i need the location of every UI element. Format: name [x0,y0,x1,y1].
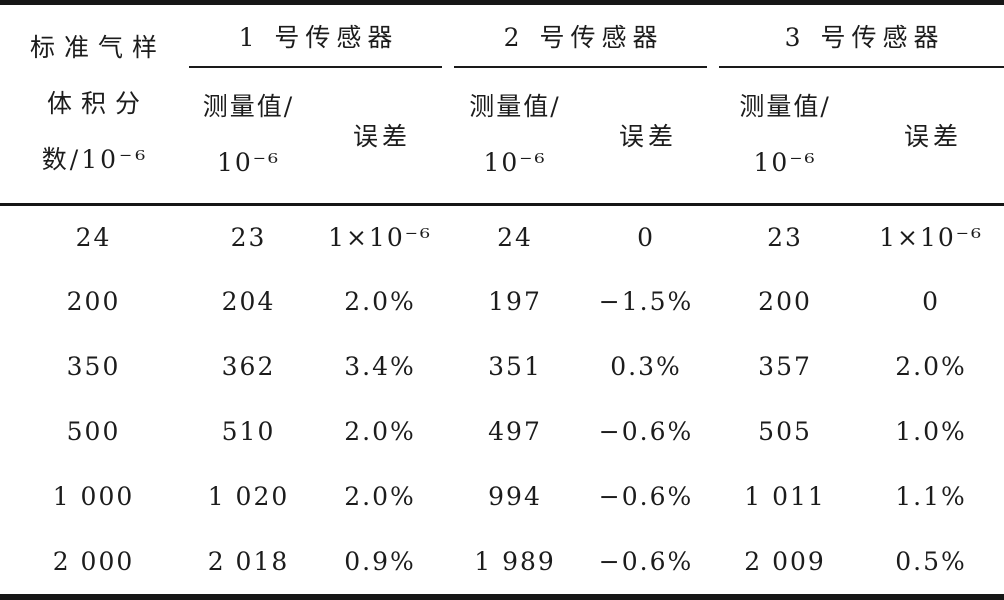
cell-sensor2-error: −0.6% [598,547,694,576]
sensor-3-group-label: 3 号传感器 [719,5,1004,68]
measured-label-line1: 测量值/ [739,92,831,122]
table-row: 350 362 3.4% 351 0.3% 357 2.0% [0,334,1004,399]
cell-standard: 500 [66,417,121,446]
cell-sensor3-error: 0.5% [895,547,967,576]
column-group-sensor-3: 3 号传感器 [712,5,1004,68]
column-header-standard-gas-volume-fraction: 标准气样 体积分 数/10⁻⁶ [0,5,187,206]
cell-sensor1-measured: 2 018 [207,547,290,576]
column-header-sensor2-error: 误差 [580,68,713,206]
cell-sensor1-error: 2.0% [344,287,416,316]
measured-label-line1: 测量值/ [469,92,561,122]
column-group-sensor-2: 2 号传感器 [450,5,712,68]
cell-sensor1-measured: 204 [221,287,276,316]
cell-sensor1-measured: 362 [221,352,276,381]
cell-sensor2-measured: 497 [488,417,542,446]
cell-sensor2-error: −1.5% [598,287,694,316]
cell-standard: 2 000 [52,547,135,576]
cell-sensor3-measured: 505 [758,417,812,446]
table-row: 24 23 1×10⁻⁶ 24 0 23 1×10⁻⁶ [0,204,1004,269]
cell-sensor3-measured: 2 009 [744,547,826,576]
cell-sensor3-error: 1.1% [895,482,967,511]
column-header-sensor1-error: 误差 [310,68,451,206]
cell-sensor2-measured: 1 989 [474,547,556,576]
error-label: 误差 [353,122,412,152]
measured-label-line2: 10⁻⁶ [483,148,547,178]
cell-sensor1-error: 2.0% [344,482,416,511]
error-label: 误差 [619,122,678,152]
measured-label-line1: 测量值/ [202,92,295,122]
column-header-sensor1-measured: 测量值/ 10⁻⁶ [187,68,310,206]
table-row: 500 510 2.0% 497 −0.6% 505 1.0% [0,399,1004,464]
cell-sensor3-error: 0 [922,287,940,316]
cell-sensor3-error: 1×10⁻⁶ [879,222,983,252]
sensor-1-group-label: 1 号传感器 [189,5,443,68]
cell-sensor3-measured: 23 [767,222,803,252]
row-header-line-3: 数/10⁻⁶ [41,144,149,174]
cell-standard: 24 [75,222,112,252]
cell-standard: 350 [66,352,121,381]
cell-sensor2-error: −0.6% [598,482,694,511]
cell-sensor3-measured: 1 011 [744,482,826,511]
cell-sensor1-error: 3.4% [344,352,416,381]
table-row: 200 204 2.0% 197 −1.5% 200 0 [0,269,1004,334]
row-header-line-1: 标准气样 [29,32,166,62]
measured-label-line2: 10⁻⁶ [216,148,281,178]
cell-sensor2-error: 0 [637,222,655,252]
cell-sensor2-measured: 351 [488,352,542,381]
cell-standard: 1 000 [52,482,135,511]
row-header-line-2: 体积分 [46,88,149,118]
table-row: 1 000 1 020 2.0% 994 −0.6% 1 011 1.1% [0,464,1004,529]
cell-sensor2-measured: 994 [488,482,542,511]
measured-label-line2: 10⁻⁶ [753,148,817,178]
cell-sensor1-measured: 510 [221,417,276,446]
cell-sensor1-measured: 1 020 [207,482,290,511]
cell-sensor3-error: 2.0% [895,352,967,381]
sensor-2-group-label: 2 号传感器 [454,5,708,68]
cell-sensor2-error: 0.3% [610,352,682,381]
cell-sensor1-error: 1×10⁻⁶ [328,222,432,252]
cell-sensor1-error: 0.9% [344,547,416,576]
table-row: 2 000 2 018 0.9% 1 989 −0.6% 2 009 0.5% [0,529,1004,594]
cell-sensor1-error: 2.0% [344,417,416,446]
column-header-sensor2-measured: 测量值/ 10⁻⁶ [450,68,581,206]
cell-sensor2-error: −0.6% [598,417,694,446]
column-group-sensor-1: 1 号传感器 [187,5,450,68]
sensor-comparison-table: 标准气样 体积分 数/10⁻⁶ 1 号传感器 2 号传感器 3 号传感器 测量值… [0,5,1004,594]
column-header-sensor3-error: 误差 [858,68,1004,206]
cell-sensor3-measured: 357 [758,352,812,381]
cell-sensor1-measured: 23 [230,222,267,252]
error-label: 误差 [904,122,963,152]
cell-sensor2-measured: 24 [497,222,533,252]
column-header-sensor3-measured: 测量值/ 10⁻⁶ [712,68,859,206]
cell-sensor3-error: 1.0% [895,417,967,446]
cell-sensor3-measured: 200 [758,287,812,316]
cell-sensor2-measured: 197 [488,287,542,316]
cell-standard: 200 [66,287,121,316]
